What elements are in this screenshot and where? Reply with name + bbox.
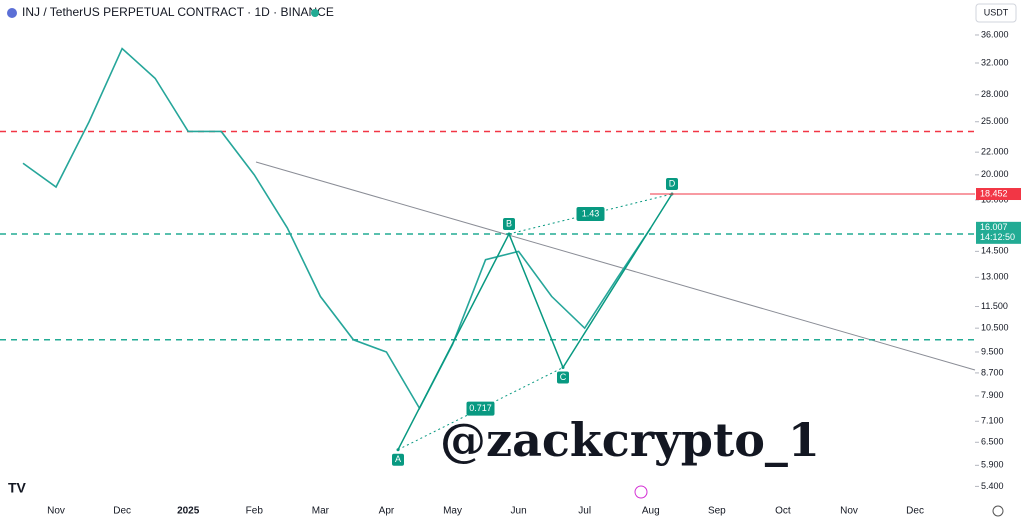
y-tick-label: 7.900 xyxy=(981,390,1004,400)
symbol-icon xyxy=(7,8,17,18)
trend-line xyxy=(255,161,976,371)
x-tick-label: Sep xyxy=(708,506,726,517)
x-tick-label: Mar xyxy=(312,506,330,517)
price-label-box xyxy=(976,221,1021,244)
pattern-label-box xyxy=(557,371,569,384)
pattern-leg xyxy=(397,193,673,451)
countdown: 14:12:50 xyxy=(980,232,1015,242)
y-tick-label: 5.900 xyxy=(981,460,1004,470)
y-tick-label: 14.500 xyxy=(981,246,1009,256)
tv-logo: TV xyxy=(8,480,27,496)
x-tick-label: Apr xyxy=(379,506,395,517)
pattern-point xyxy=(507,232,511,236)
y-tick-label: 7.100 xyxy=(981,416,1004,426)
pattern-point xyxy=(561,366,565,370)
y-tick-label: 10.500 xyxy=(981,323,1009,333)
x-tick-label: Jun xyxy=(511,506,527,517)
currency-box[interactable] xyxy=(975,3,1017,23)
y-tick-label: 9.500 xyxy=(981,346,1004,356)
y-tick-label: 13.000 xyxy=(981,272,1009,282)
pattern-label: D xyxy=(669,178,676,188)
y-tick-label: 32.000 xyxy=(981,57,1009,67)
x-tick-label: Nov xyxy=(840,506,858,517)
pattern-label-box xyxy=(666,178,678,191)
ratio-label: 1.43 xyxy=(582,208,600,218)
pattern-label-box xyxy=(503,217,515,230)
y-tick-label: 8.700 xyxy=(981,367,1004,377)
ratio-box xyxy=(576,206,605,221)
currency[interactable]: USDT xyxy=(984,7,1009,17)
pattern-label-box xyxy=(392,453,404,466)
watermark: @zackcrypto_1 xyxy=(440,413,820,467)
price-label: 18.452 xyxy=(980,188,1008,198)
price-label: 16.007 xyxy=(980,222,1008,232)
y-tick-label: 36.000 xyxy=(981,29,1009,39)
chart-title: INJ / TetherUS PERPETUAL CONTRACT · 1D ·… xyxy=(22,5,334,19)
y-tick-label: 11.500 xyxy=(981,301,1008,311)
y-tick-label: 5.400 xyxy=(981,481,1004,491)
event-icon xyxy=(634,485,648,499)
pattern-label: A xyxy=(395,454,401,464)
pattern-ratio-line xyxy=(397,367,564,451)
ratio-label: 0.717 xyxy=(469,403,492,413)
x-tick-label: Feb xyxy=(246,506,264,517)
pattern-label: C xyxy=(560,372,567,382)
y-tick-label: 6.500 xyxy=(981,437,1004,447)
x-tick-label: Jul xyxy=(578,506,591,517)
settings-icon[interactable] xyxy=(992,505,1004,517)
y-tick-label: 28.000 xyxy=(981,89,1009,99)
price-label-box xyxy=(976,188,1021,201)
pattern-point xyxy=(396,448,400,452)
y-tick-label: 25.000 xyxy=(981,116,1009,126)
x-tick-label: Nov xyxy=(47,506,65,517)
y-tick-label: 20.000 xyxy=(981,169,1009,179)
price-line xyxy=(22,47,652,410)
pattern-label: B xyxy=(506,218,512,228)
x-tick-label: Dec xyxy=(113,506,131,517)
x-tick-label: Oct xyxy=(775,506,791,517)
status-dot xyxy=(311,9,319,17)
x-tick-label: May xyxy=(443,506,462,517)
x-tick-label: 2025 xyxy=(177,506,200,517)
y-tick-label: 22.000 xyxy=(981,147,1009,157)
ratio-box xyxy=(466,401,495,416)
x-tick-label: Aug xyxy=(642,506,660,517)
x-tick-label: Dec xyxy=(906,506,924,517)
